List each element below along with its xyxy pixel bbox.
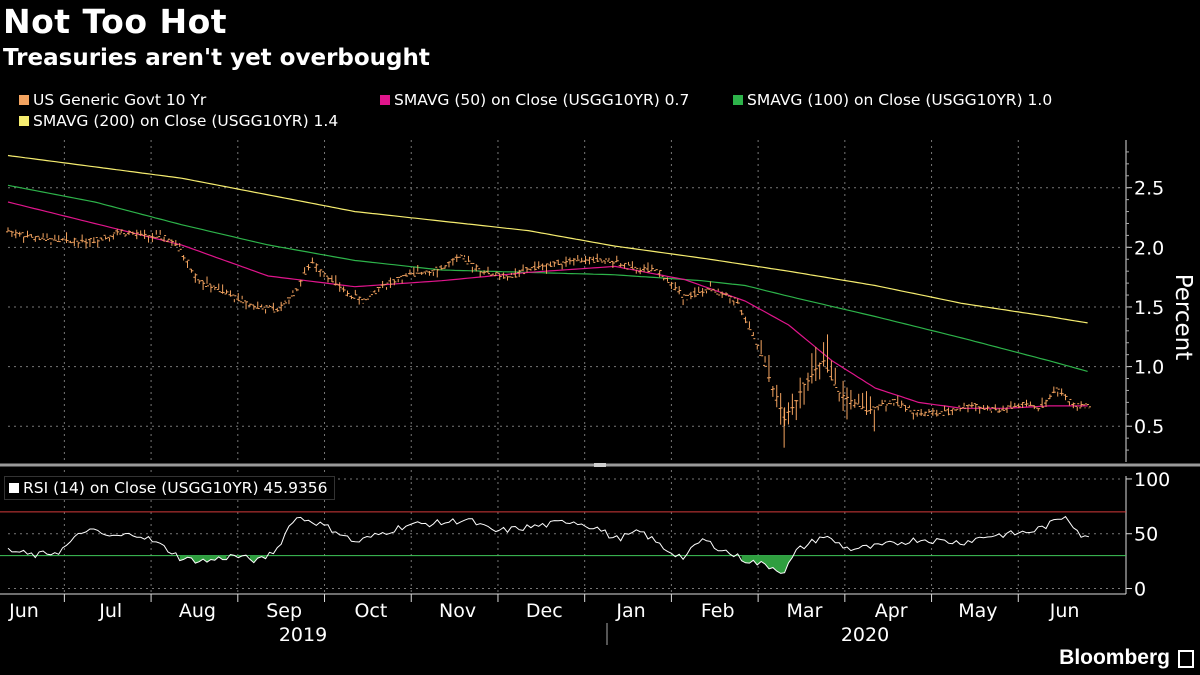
rsi-y-tick-label: 100	[1134, 469, 1170, 491]
legend-label-sma200: SMAVG (200) on Close (USGG10YR) 1.4	[33, 112, 339, 130]
x-month-label: Jan	[615, 600, 645, 622]
panel-divider-handle	[594, 463, 606, 467]
legend-label-sma50: SMAVG (50) on Close (USGG10YR) 0.7	[394, 91, 690, 109]
y-tick-label: 0.5	[1134, 416, 1164, 438]
sma50-line	[7, 201, 1088, 409]
rsi-y-tick-label: 0	[1134, 579, 1146, 601]
rsi-oversold-fill	[249, 555, 266, 563]
rsi-swatch	[9, 483, 19, 493]
x-month-label: Mar	[787, 600, 823, 622]
rsi-line	[7, 515, 1090, 574]
legend-label-10yr: US Generic Govt 10 Yr	[33, 91, 207, 109]
chart-title: Not Too Hot	[3, 2, 228, 41]
x-month-label: Feb	[701, 600, 735, 622]
axes	[0, 140, 1200, 645]
y-tick-label: 2.5	[1134, 178, 1164, 200]
rsi-legend-label: RSI (14) on Close (USGG10YR) 45.9356	[23, 479, 328, 497]
bloomberg-logo-icon	[1178, 650, 1194, 668]
x-year-label: 2020	[841, 624, 889, 646]
rsi-legend: RSI (14) on Close (USGG10YR) 45.9356	[4, 476, 335, 500]
bloomberg-logo: Bloomberg	[1059, 646, 1170, 669]
sma200-line	[7, 154, 1088, 324]
x-month-label: Sep	[266, 600, 302, 622]
rsi-oversold-fill	[741, 555, 793, 574]
x-month-label: Dec	[526, 600, 563, 622]
legend-item-sma200: SMAVG (200) on Close (USGG10YR) 1.4	[19, 112, 338, 130]
x-month-label: Aug	[179, 600, 216, 622]
y-tick-label: 1.0	[1134, 357, 1164, 379]
sma100-line	[7, 184, 1088, 372]
legend-swatch-10yr	[19, 95, 29, 105]
x-month-label: Jun	[8, 600, 39, 622]
x-month-label: Jul	[98, 600, 122, 622]
grid-lines	[8, 140, 1124, 594]
x-month-label: May	[958, 600, 997, 622]
y-tick-label: 1.5	[1134, 297, 1164, 319]
series-group	[0, 154, 1126, 574]
x-month-label: Jun	[1049, 600, 1080, 622]
legend-swatch-sma200	[19, 116, 29, 126]
legend-label-sma100: SMAVG (100) on Close (USGG10YR) 1.0	[747, 91, 1053, 109]
rsi-y-tick-label: 50	[1134, 524, 1158, 546]
legend-swatch-sma50	[380, 95, 390, 105]
x-month-label: Nov	[439, 600, 476, 622]
chart-subtitle: Treasuries aren't yet overbought	[3, 45, 430, 71]
x-month-label: Oct	[354, 600, 387, 622]
x-year-label: 2019	[279, 624, 327, 646]
axis-labels: 0.5 1.0 1.5 2.0 2.5 0 50 100 Jun Jul Aug Sep Oct Nov D…	[8, 178, 1170, 646]
legend-item-10yr: US Generic Govt 10 Yr	[19, 91, 206, 109]
legend-item-sma50: SMAVG (50) on Close (USGG10YR) 0.7	[380, 91, 689, 109]
y-axis-label: Percent	[1170, 274, 1196, 361]
legend-swatch-sma100	[733, 95, 743, 105]
y-tick-label: 2.0	[1134, 237, 1164, 259]
x-month-label: Apr	[875, 600, 908, 622]
legend-item-sma100: SMAVG (100) on Close (USGG10YR) 1.0	[733, 91, 1052, 109]
